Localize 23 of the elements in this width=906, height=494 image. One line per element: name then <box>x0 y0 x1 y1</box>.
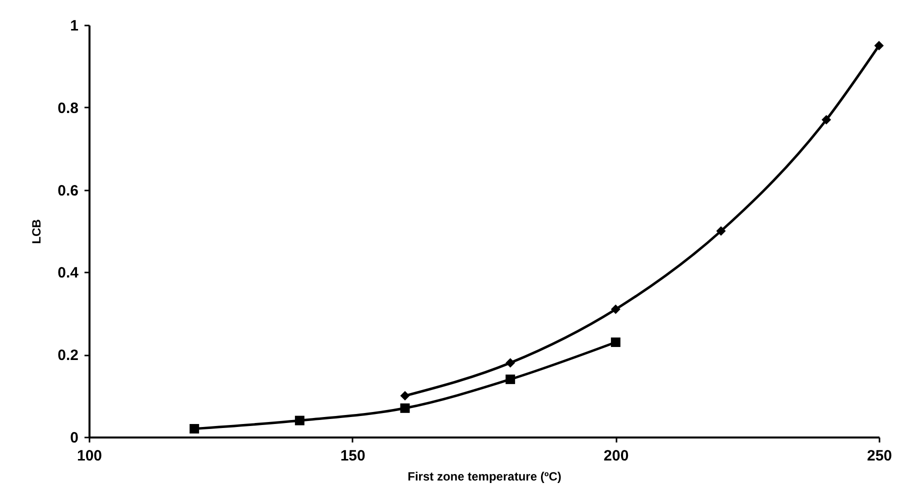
point <box>190 424 200 434</box>
y-tick-label: 0.4 <box>58 264 80 282</box>
point <box>400 391 410 401</box>
x-tick-label: 150 <box>340 448 366 464</box>
y-tick-label: 0.6 <box>58 182 78 200</box>
point <box>716 226 726 236</box>
point <box>294 416 304 426</box>
x-tick-label: 250 <box>866 448 892 464</box>
y-tick-label: 0.8 <box>58 100 78 117</box>
point <box>822 115 832 125</box>
point <box>506 358 516 368</box>
x-axis-title: First zone temperature (ºC) <box>408 470 562 484</box>
y-axis-title: LCB <box>30 218 44 244</box>
y-tick-label: 1 <box>70 18 78 34</box>
point <box>400 403 410 413</box>
point <box>874 40 884 50</box>
point <box>610 304 620 314</box>
y-tick-label: 0 <box>70 430 78 446</box>
point <box>506 374 516 384</box>
x-tick-label: 200 <box>604 448 629 464</box>
x-tick-label: 100 <box>76 448 102 464</box>
point <box>610 337 620 347</box>
y-tick-label: 0.2 <box>58 347 78 364</box>
